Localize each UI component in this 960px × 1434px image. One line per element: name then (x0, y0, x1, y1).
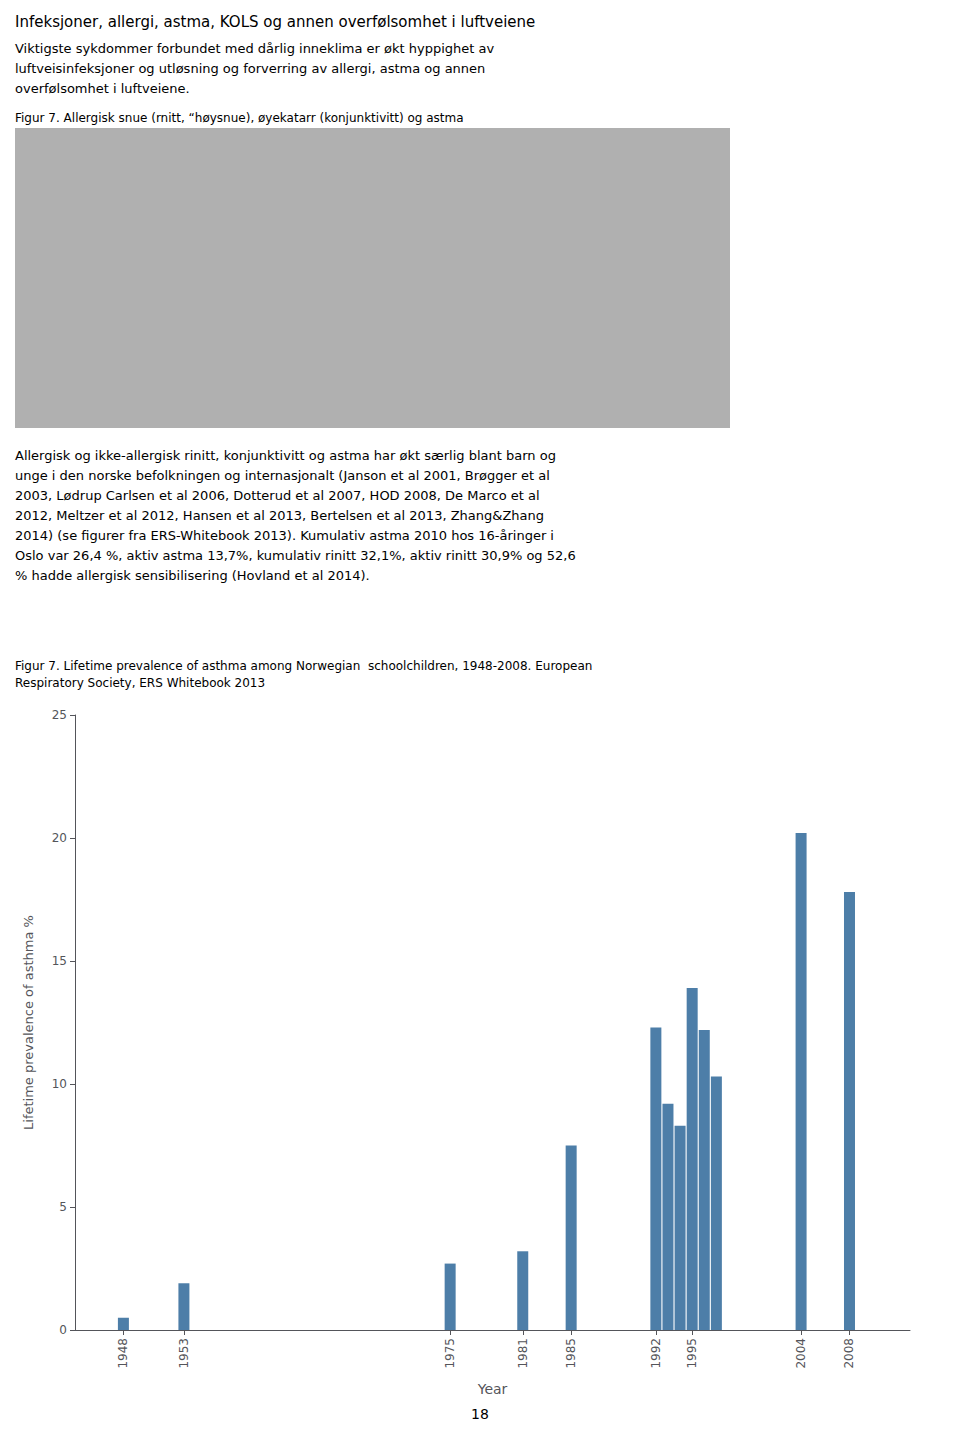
svg-text:2004: 2004 (794, 1338, 808, 1369)
svg-text:1992: 1992 (649, 1338, 663, 1369)
svg-text:Figur 7. Lifetime prevalence o: Figur 7. Lifetime prevalence of asthma a… (15, 659, 592, 673)
svg-text:2014) (se figurer fra ERS-Whit: 2014) (se figurer fra ERS-Whitebook 2013… (15, 528, 554, 543)
svg-text:1975: 1975 (443, 1338, 457, 1369)
svg-text:overfølsomhet i luftveiene.: overfølsomhet i luftveiene. (15, 81, 190, 96)
svg-text:Respiratory Society, ERS White: Respiratory Society, ERS Whitebook 2013 (15, 676, 265, 690)
svg-text:1953: 1953 (177, 1338, 191, 1369)
svg-text:15: 15 (52, 954, 67, 968)
svg-text:2012, Meltzer et al 2012, Hans: 2012, Meltzer et al 2012, Hansen et al 2… (15, 508, 544, 523)
svg-text:0: 0 (59, 1323, 67, 1337)
svg-text:1985: 1985 (564, 1338, 578, 1369)
svg-text:1981: 1981 (516, 1338, 530, 1369)
svg-text:2008: 2008 (842, 1338, 856, 1369)
svg-text:2003, Lødrup Carlsen et al 200: 2003, Lødrup Carlsen et al 2006, Dotteru… (15, 488, 540, 503)
svg-text:20: 20 (52, 831, 67, 845)
svg-text:Year: Year (477, 1381, 508, 1397)
svg-text:Oslo var 26,4 %, aktiv astma 1: Oslo var 26,4 %, aktiv astma 13,7%, kumu… (15, 548, 576, 563)
svg-text:1948: 1948 (116, 1338, 130, 1369)
svg-text:5: 5 (59, 1200, 67, 1214)
svg-text:luftveisinfeksjoner og utløsni: luftveisinfeksjoner og utløsning og forv… (15, 61, 485, 76)
svg-text:Lifetime prevalence of asthma: Lifetime prevalence of asthma % (21, 915, 36, 1130)
svg-text:unge i den norske befolkningen: unge i den norske befolkningen og intern… (15, 468, 550, 483)
svg-text:Viktigste sykdommer forbundet: Viktigste sykdommer forbundet med dårlig… (15, 41, 495, 56)
svg-text:Allergisk og ikke-allergisk ri: Allergisk og ikke-allergisk rinitt, konj… (15, 448, 556, 463)
svg-text:Figur 7. Allergisk snue (rnitt: Figur 7. Allergisk snue (rnitt, “høysnue… (15, 111, 464, 125)
svg-text:10: 10 (52, 1077, 67, 1091)
svg-text:18: 18 (471, 1406, 489, 1422)
svg-text:Infeksjoner, allergi, astma, K: Infeksjoner, allergi, astma, KOLS og ann… (15, 13, 535, 31)
svg-text:1995: 1995 (685, 1338, 699, 1369)
svg-text:% hadde allergisk sensibiliser: % hadde allergisk sensibilisering (Hovla… (15, 568, 370, 583)
svg-text:25: 25 (52, 708, 67, 722)
